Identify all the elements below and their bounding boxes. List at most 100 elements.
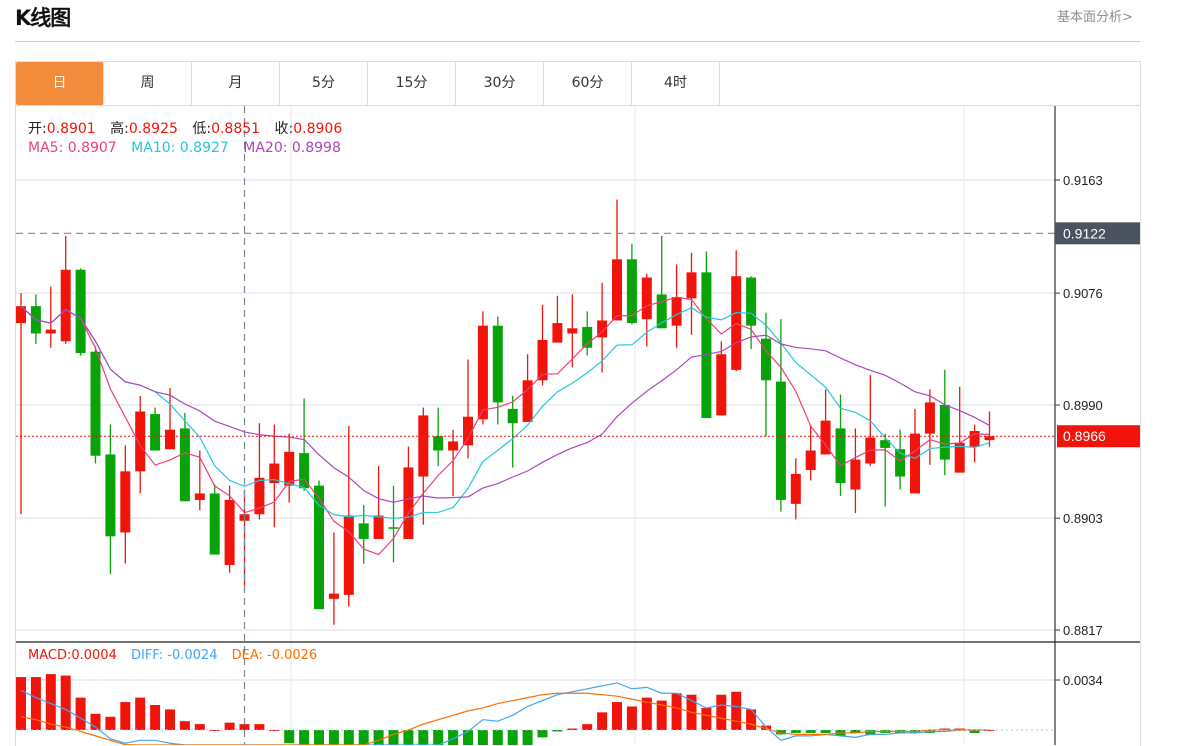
tab-5min[interactable]: 5分 [280, 62, 368, 105]
candle [731, 250, 742, 372]
divider [15, 41, 1140, 42]
candle-body [60, 269, 71, 342]
candle-body [626, 259, 637, 324]
macd-bar [433, 730, 444, 745]
macd-bar [716, 694, 727, 730]
candle [358, 505, 369, 564]
candle-body [343, 515, 354, 595]
tab-week[interactable]: 周 [104, 62, 192, 105]
last-price-label: 0.8966 [1063, 428, 1106, 444]
candle [165, 388, 175, 450]
close-label: 收: [274, 121, 294, 137]
candle-body [805, 450, 816, 471]
kline-panel: 日 周 月 5分 15分 30分 60分 4时 0.9163 0.9076 0.89… [15, 61, 1141, 746]
macd-bar [790, 730, 801, 733]
candle-body [120, 471, 131, 533]
high-value: 0.8925 [128, 121, 178, 137]
dea-line [20, 692, 990, 745]
macd-bar [492, 730, 503, 745]
candle-body [507, 408, 518, 424]
candle [761, 312, 771, 437]
candle [388, 485, 399, 563]
macd-bar [582, 724, 593, 730]
macd-bar [612, 702, 622, 730]
candle-body [477, 325, 488, 420]
macd-bar [418, 730, 429, 745]
period-tabs: 日 周 月 5分 15分 30分 60分 4时 [16, 62, 1140, 106]
candle [939, 369, 950, 476]
candle-body [880, 440, 891, 448]
macd-bar [90, 713, 101, 730]
crosshair-price-label: 0.9122 [1063, 225, 1106, 241]
candle-body [582, 326, 593, 348]
candle-body [284, 451, 295, 486]
candle [805, 424, 816, 481]
macd-bar [448, 730, 459, 745]
kline-chart[interactable]: 0.9163 0.9076 0.8990 0.8903 0.8817 0.0034 0.91… [16, 106, 1140, 746]
candle-body [358, 523, 369, 539]
candle [954, 386, 965, 473]
macd-bar [731, 691, 742, 730]
candle-body [701, 272, 712, 419]
macd-bar [388, 730, 399, 745]
candle [537, 304, 548, 386]
candle-body [597, 320, 608, 338]
fundamental-analysis-link[interactable]: 基本面分析> [1057, 10, 1133, 25]
macd-bar [865, 730, 876, 735]
candle [343, 425, 354, 607]
candle [477, 311, 488, 425]
candle-body [641, 277, 652, 320]
candle-body [820, 420, 831, 455]
macd-bar [597, 712, 608, 730]
candle [179, 412, 190, 502]
macd-bar [16, 677, 26, 730]
candle [716, 341, 727, 416]
ohlc-legend: 开:0.8901 高:0.8925 低:0.8851 收:0.8906 [28, 118, 352, 138]
tab-30min[interactable]: 30分 [456, 62, 544, 105]
candle-body [45, 329, 56, 334]
macd-bar [775, 730, 786, 735]
tab-60min[interactable]: 60分 [544, 62, 632, 105]
candle-body [522, 380, 533, 422]
macd-bar [328, 730, 339, 745]
macd-axis-label: 0.0034 [1063, 673, 1103, 688]
candle [880, 433, 891, 507]
high-label: 高: [110, 121, 129, 137]
macd-bar [626, 706, 637, 730]
ma20-legend: MA20: 0.8998 [243, 140, 341, 156]
macd-bar [299, 730, 310, 745]
candle [284, 433, 295, 503]
price-axis-label: 0.9163 [1063, 173, 1103, 188]
candle-body [403, 467, 414, 539]
candle [209, 484, 220, 555]
tab-4hour[interactable]: 4时 [632, 62, 720, 105]
ma20-line [20, 305, 990, 503]
macd-bar [567, 728, 578, 730]
candle-body [761, 338, 771, 381]
diff-legend-value: DIFF: -0.0024 [130, 648, 218, 663]
tab-day[interactable]: 日 [16, 62, 104, 105]
candle-body [105, 454, 116, 537]
candle-body [150, 414, 161, 451]
candle [60, 235, 71, 344]
candle [984, 411, 995, 447]
candle [775, 319, 786, 512]
candle [45, 286, 56, 348]
chart-canvas[interactable]: 0.9163 0.9076 0.8990 0.8903 0.8817 0.0034 0.91… [16, 106, 1140, 746]
candle [656, 235, 667, 329]
tab-15min[interactable]: 15分 [368, 62, 456, 105]
dea-legend-value: DEA: -0.0026 [231, 648, 318, 663]
macd-bar [373, 730, 384, 745]
macd-bar [239, 724, 250, 730]
tab-month[interactable]: 月 [192, 62, 280, 105]
candle [492, 316, 503, 425]
candle [835, 394, 846, 497]
macd-bar [954, 728, 965, 730]
ma5-line [20, 296, 990, 556]
macd-bar [194, 724, 205, 730]
candle [507, 395, 518, 468]
candle-body [388, 527, 399, 529]
macd-bar [522, 730, 533, 745]
macd-bar [656, 700, 667, 730]
ma10-line [20, 305, 990, 519]
